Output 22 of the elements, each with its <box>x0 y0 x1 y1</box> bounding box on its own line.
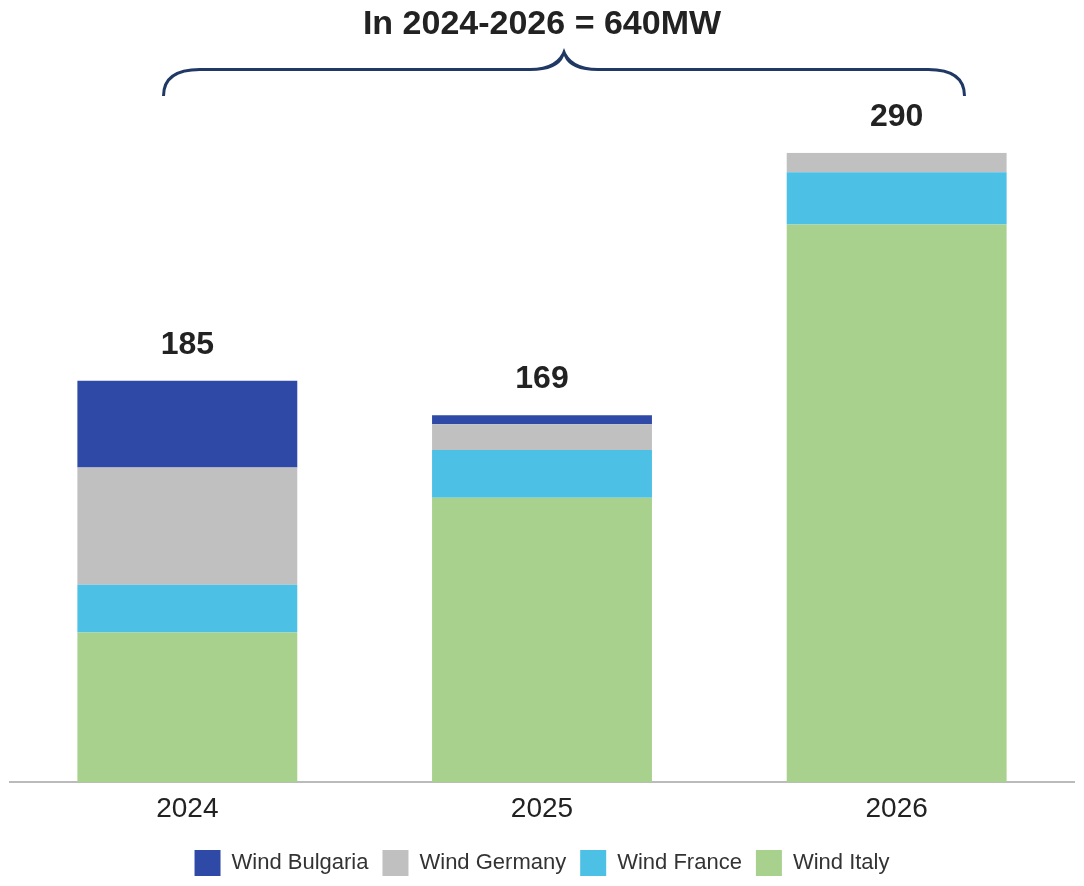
bar <box>786 172 1007 225</box>
bar <box>77 632 298 783</box>
bar <box>432 449 652 498</box>
x-tick-label: 2024 <box>156 791 219 823</box>
x-tick-label: 2025 <box>510 791 574 823</box>
legend-label: Wind France <box>617 849 742 875</box>
legend-label: Wind Italy <box>792 849 890 875</box>
bar <box>432 415 652 425</box>
bar <box>432 424 652 450</box>
bar <box>786 152 1007 173</box>
bar <box>786 224 1007 783</box>
annotation: 169 <box>515 359 569 396</box>
chart-title: In 2024-2026 = 640MW <box>362 2 722 41</box>
bar <box>77 467 298 585</box>
bar <box>432 497 652 783</box>
legend-label: Wind Bulgaria <box>231 849 370 875</box>
annotation: 185 <box>160 324 215 361</box>
bar <box>77 380 298 468</box>
x-tick-label: 2026 <box>865 791 928 823</box>
annotation: 290 <box>869 96 924 133</box>
legend-label: Wind Germany <box>419 849 567 875</box>
bar <box>77 584 298 633</box>
